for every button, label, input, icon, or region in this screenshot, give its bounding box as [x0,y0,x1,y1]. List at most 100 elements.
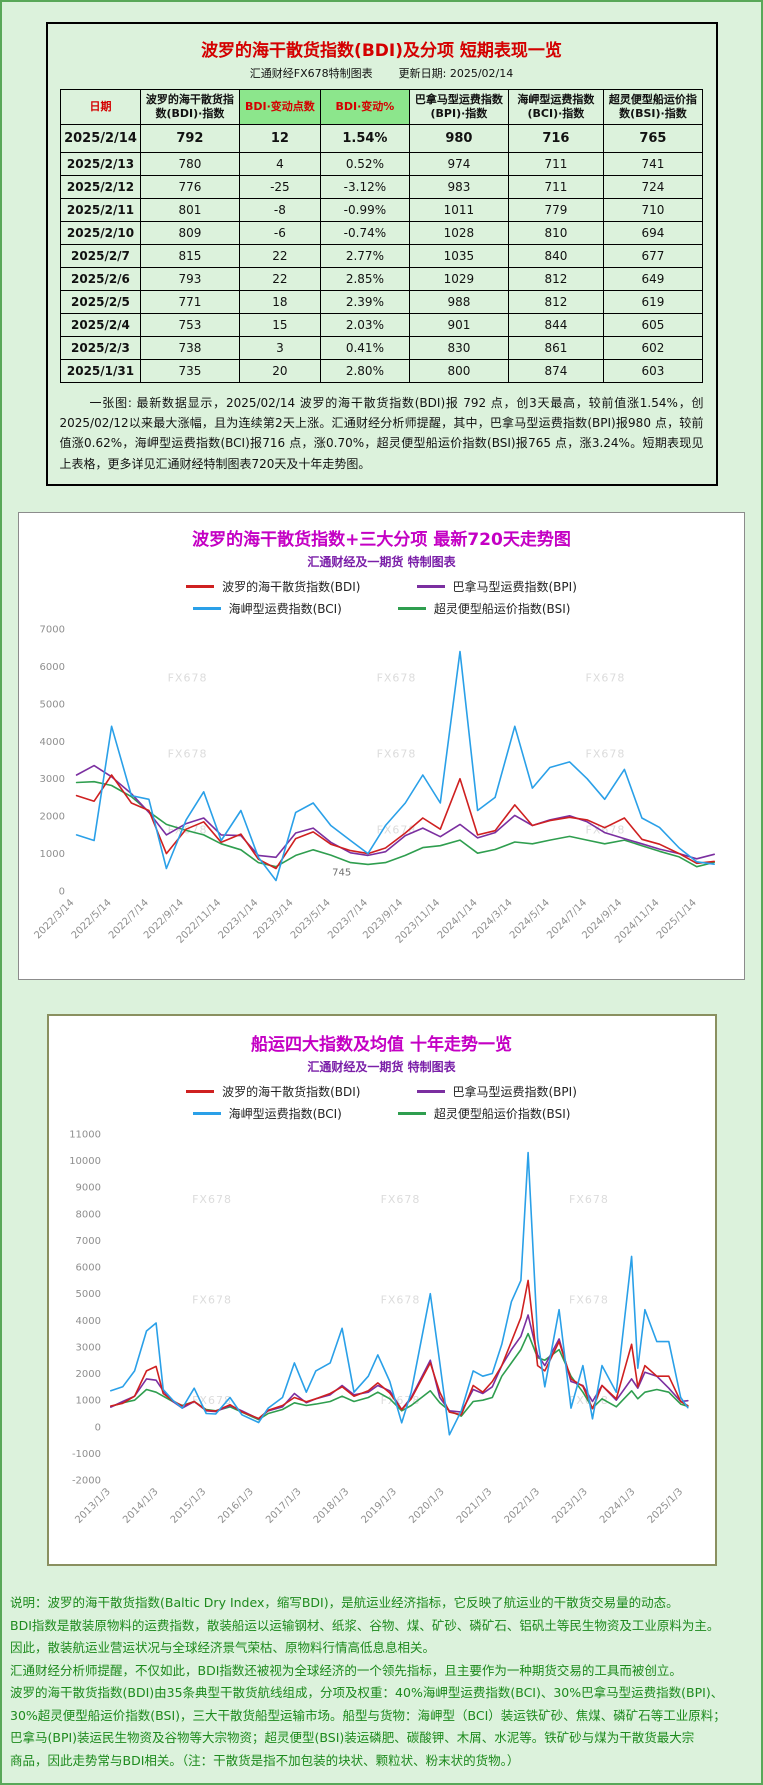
watermark: FX678 [192,1294,232,1307]
cell-value: 0.41% [319,335,410,360]
legend-item-bpi: 巴拿马型运费指数(BPI) [416,1083,577,1100]
y-tick-label: 1000 [76,1396,101,1407]
cell-value: -8 [238,197,321,222]
watermark: FX678 [381,1193,421,1206]
series-line-bpi [75,764,716,860]
legend-swatch-bpi [416,1090,445,1094]
y-tick-label: 0 [59,887,65,898]
cell-value: 18 [238,289,321,314]
y-tick-label: 7000 [40,625,65,636]
watermark: FX678 [381,1394,421,1407]
cell-date: 2025/2/3 [60,335,141,360]
cell-value: 15 [238,312,321,337]
cell-value: 677 [602,243,703,268]
footer-notes: 说明：波罗的海干散货指数(Baltic Dry Index，缩写BDI)，是航运… [10,1592,758,1772]
legend-swatch-bsi [397,607,426,611]
column-header: BDI·变动点数 [238,89,321,125]
cell-value: 901 [408,312,509,337]
chart-720day-subtitle: 汇通财经及一期货 特制图表 [307,555,456,570]
table-row: 2025/2/14 792 12 1.54% 980 716 765 [60,123,703,153]
cell-value: 2.03% [319,312,410,337]
cell-value: 2.85% [319,266,410,291]
table-row: 2025/2/3 738 3 0.41% 830 861 602 [60,335,703,360]
cell-value: 602 [602,335,703,360]
cell-value: 2.39% [319,289,410,314]
cell-value: 776 [139,174,240,199]
legend-label: 超灵便型船运价指数(BSI) [433,602,571,617]
cell-value: 771 [139,289,240,314]
cell-value: 861 [507,335,604,360]
table-row: 2025/2/5 771 18 2.39% 988 812 619 [60,289,703,314]
panel-subtitle: 汇通财经FX678特制图表 更新日期: 2025/02/14 [56,65,708,81]
x-tick-label: 2015/1/3 [169,1486,209,1526]
column-header: 巴拿马型运费指数(BPI)·指数 [408,89,509,125]
legend-swatch-bpi [416,585,445,589]
watermark: FX678 [569,1193,609,1206]
footer-line: 说明：波罗的海干散货指数(Baltic Dry Index，缩写BDI)，是航运… [10,1595,679,1611]
cell-value: 1028 [408,220,509,245]
cell-value: 3 [238,335,321,360]
y-tick-label: 11000 [69,1130,101,1141]
legend-swatch-bci [192,607,221,611]
cell-date: 2025/2/4 [60,312,141,337]
cell-date: 2025/2/5 [60,289,141,314]
legend-item-bsi: 超灵便型船运价指数(BSI) [397,1105,570,1122]
cell-value: 649 [602,266,703,291]
y-tick-label: 3000 [76,1342,101,1353]
legend-row: 波罗的海干散货指数(BDI) 巴拿马型运费指数(BPI) [49,1083,715,1100]
cell-value: 792 [139,123,240,153]
cell-value: 710 [602,197,703,222]
cell-value: 840 [507,243,604,268]
cell-value: 874 [507,358,604,383]
cell-value: 0.52% [319,151,410,176]
y-tick-label: 6000 [76,1263,101,1274]
legend-row: 海岬型运费指数(BCI) 超灵便型船运价指数(BSI) [19,600,744,617]
annotation: 745 [332,867,351,878]
cell-value: -0.99% [319,197,410,222]
chart-10year-plot: FX678 FX678 FX678 FX678 FX678 FX678 FX678 FX678… [49,1124,715,1558]
table-row: 2025/2/11 801 -8 -0.99% 1011 779 710 [60,197,703,222]
legend-row: 海岬型运费指数(BCI) 超灵便型船运价指数(BSI) [49,1105,715,1122]
cell-date: 2025/2/11 [60,197,141,222]
y-tick-label: -2000 [72,1476,101,1487]
cell-value: 988 [408,289,509,314]
cell-value: 1029 [408,266,509,291]
table-row: 2025/2/4 753 15 2.03% 901 844 605 [60,312,703,337]
watermark: FX678 [569,1294,609,1307]
cell-value: 983 [408,174,509,199]
watermark: FX678 [377,747,417,760]
cell-date: 2025/2/12 [60,174,141,199]
legend-label: 波罗的海干散货指数(BDI) [222,1085,361,1100]
cell-value: 779 [507,197,604,222]
cell-date: 2025/2/14 [60,123,141,153]
y-tick-label: 5000 [76,1289,101,1300]
table-row: 2025/1/31 735 20 2.80% 800 874 603 [60,358,703,383]
x-tick-label: 2025/1/14 [655,897,699,941]
cell-value: 1.54% [319,123,410,153]
footer-line: 30%超灵便型船运价指数(BSI)，三大干散货船型运输市场。船型与货物：海岬型（… [10,1707,726,1723]
y-tick-label: 4000 [40,737,65,748]
legend-label: 海岬型运费指数(BCI) [228,602,342,617]
cell-value: 844 [507,312,604,337]
legend-swatch-bdi [186,1090,215,1094]
series-line-bci [75,650,716,882]
series-line-bdi [75,774,716,870]
cell-date: 2025/1/31 [60,358,141,383]
cell-value: 605 [602,312,703,337]
cell-value: 980 [408,123,509,153]
cell-value: 753 [139,312,240,337]
table-row: 2025/2/6 793 22 2.85% 1029 812 649 [60,266,703,291]
cell-value: 603 [602,358,703,383]
page: 波罗的海干散货指数(BDI)及分项 短期表现一览 汇通财经FX678特制图表 更新… [2,22,761,1772]
panel-title: 波罗的海干散货指数(BDI)及分项 短期表现一览 [201,41,562,61]
legend-label: 巴拿马型运费指数(BPI) [452,1085,577,1100]
cell-value: 619 [602,289,703,314]
cell-value: 815 [139,243,240,268]
y-tick-label: 9000 [76,1183,101,1194]
cell-date: 2025/2/7 [60,243,141,268]
watermark: FX678 [586,747,626,760]
chart-canvas: FX678FX678FX678FX678FX678FX678FX678FX678… [32,625,716,946]
cell-value: 2.77% [319,243,410,268]
cell-value: -3.12% [319,174,410,199]
cell-date: 2025/2/6 [60,266,141,291]
